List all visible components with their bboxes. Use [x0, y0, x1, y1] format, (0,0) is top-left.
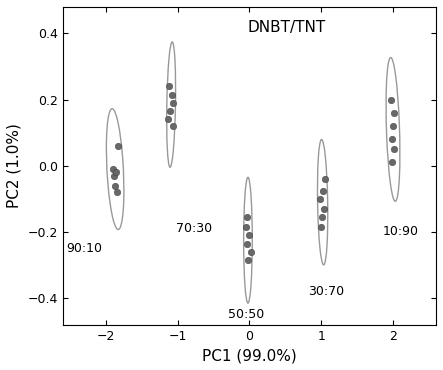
Point: [391, 146, 398, 152]
Point: [114, 143, 121, 149]
Text: 70:30: 70:30: [176, 222, 212, 235]
Point: [167, 108, 174, 114]
Point: [387, 97, 394, 102]
Point: [170, 100, 177, 106]
Point: [165, 83, 172, 89]
Point: [112, 183, 119, 189]
Point: [244, 214, 251, 220]
Text: 90:10: 90:10: [66, 242, 102, 255]
Point: [169, 123, 176, 129]
Point: [113, 169, 120, 175]
Point: [165, 117, 172, 122]
Text: 30:70: 30:70: [308, 285, 344, 298]
Point: [168, 92, 175, 98]
Text: 10:90: 10:90: [382, 225, 418, 238]
Point: [319, 188, 326, 194]
Point: [388, 137, 395, 142]
Point: [246, 232, 253, 238]
Point: [113, 189, 120, 195]
Point: [318, 224, 325, 230]
Point: [245, 257, 252, 263]
Text: 50:50: 50:50: [228, 308, 264, 321]
Point: [389, 123, 396, 129]
Y-axis label: PC2 (1.0%): PC2 (1.0%): [7, 123, 22, 208]
Point: [242, 224, 249, 230]
Point: [317, 196, 324, 202]
Point: [390, 110, 397, 116]
Point: [321, 176, 328, 182]
Point: [243, 240, 250, 246]
Point: [319, 214, 326, 220]
Point: [321, 206, 328, 212]
Point: [111, 173, 118, 179]
Point: [389, 159, 396, 165]
Point: [247, 249, 254, 255]
X-axis label: PC1 (99.0%): PC1 (99.0%): [202, 348, 297, 363]
Text: DNBT/TNT: DNBT/TNT: [248, 20, 326, 35]
Point: [109, 166, 117, 172]
